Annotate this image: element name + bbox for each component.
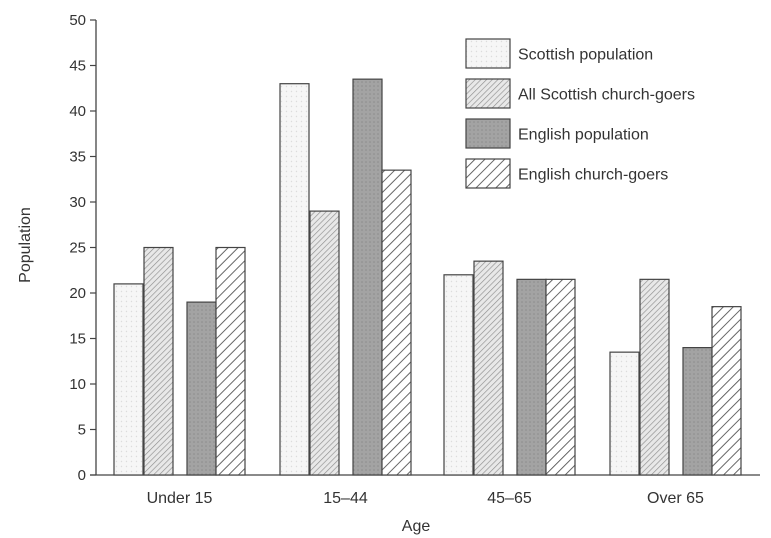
bar <box>682 347 713 476</box>
y-axis: 0 5 10 15 20 25 30 35 40 45 50 <box>69 12 97 484</box>
legend-label: All Scottish church-goers <box>518 87 695 104</box>
legend-swatch <box>465 118 511 149</box>
bar <box>113 283 144 476</box>
bar <box>639 278 670 476</box>
bar <box>711 306 742 476</box>
legend-swatch <box>465 78 511 109</box>
x-tick-label: 45–65 <box>487 490 532 507</box>
y-tick-label: 5 <box>78 422 86 439</box>
bar <box>545 278 576 476</box>
x-axis-title: Age <box>402 518 431 535</box>
y-tick-label: 35 <box>69 149 86 166</box>
y-tick-label: 10 <box>69 376 86 393</box>
y-tick-label: 15 <box>69 331 86 348</box>
bar <box>309 210 340 476</box>
bar <box>279 83 310 476</box>
legend-label: English population <box>518 127 649 144</box>
y-tick-label: 45 <box>69 58 86 75</box>
y-tick-label: 30 <box>69 194 86 211</box>
y-tick-label: 40 <box>69 103 86 120</box>
y-tick-label: 0 <box>78 467 86 484</box>
bar <box>186 301 217 476</box>
bar <box>609 351 640 476</box>
bar <box>143 246 174 476</box>
category-labels: Under 15 15–44 45–65 Over 65 <box>147 490 704 507</box>
y-tick-label: 50 <box>69 12 86 29</box>
bar <box>352 78 383 476</box>
bar <box>473 260 504 476</box>
bar <box>215 246 246 476</box>
bar <box>516 278 547 476</box>
bar <box>443 274 474 476</box>
legend-label: Scottish population <box>518 47 653 64</box>
bar <box>381 169 412 476</box>
bars <box>113 78 742 476</box>
legend: Scottish population All Scottish church-g… <box>465 38 695 189</box>
x-tick-label: 15–44 <box>323 490 368 507</box>
x-tick-label: Over 65 <box>647 490 704 507</box>
y-axis-title: Population <box>17 207 34 283</box>
legend-swatch <box>465 158 511 189</box>
x-tick-label: Under 15 <box>147 490 213 507</box>
legend-swatch <box>465 38 511 69</box>
y-tick-label: 25 <box>69 240 86 257</box>
legend-label: English church-goers <box>518 167 668 184</box>
y-tick-label: 20 <box>69 285 86 302</box>
